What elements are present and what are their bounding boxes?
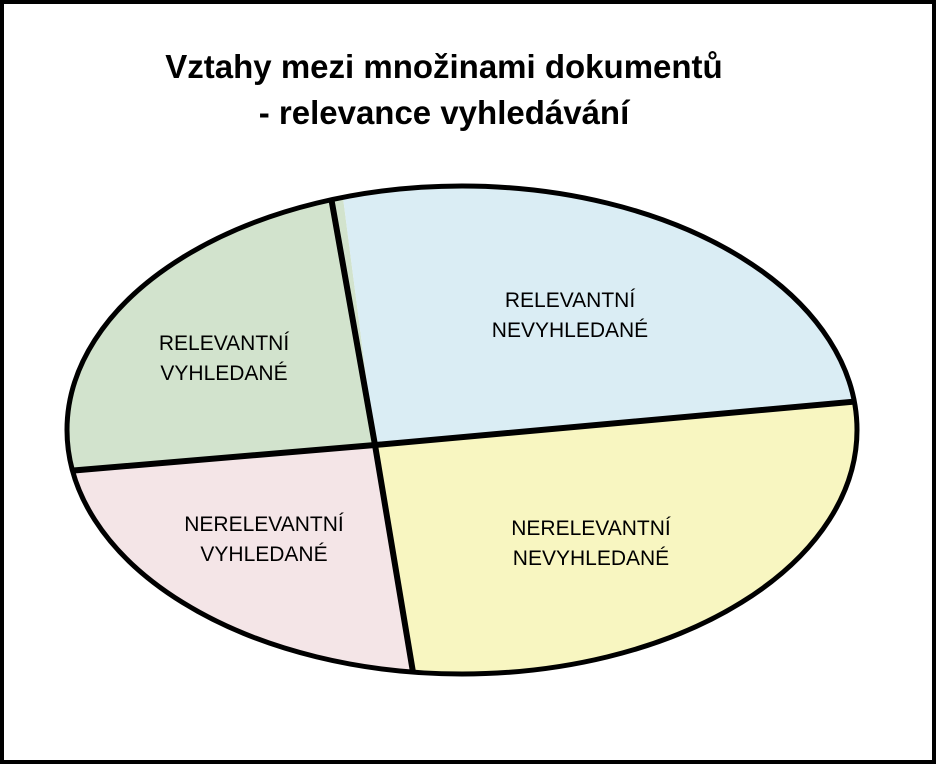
label-nonrelevant-not-retrieved-1: NERELEVANTNÍ bbox=[511, 517, 671, 540]
region-relevant-not-retrieved bbox=[318, 186, 857, 445]
label-relevant-not-retrieved-1: RELEVANTNÍ bbox=[505, 289, 635, 312]
label-relevant-retrieved-2: VYHLEDANÉ bbox=[160, 362, 287, 385]
set-diagram: RELEVANTNÍ VYHLEDANÉ RELEVANTNÍ NEVYHLED… bbox=[64, 183, 860, 677]
title-line-2: - relevance vyhledávání bbox=[258, 94, 630, 131]
region-relevant-retrieved bbox=[67, 186, 375, 477]
label-nonrelevant-retrieved-1: NERELEVANTNÍ bbox=[184, 513, 344, 536]
label-relevant-not-retrieved-2: NEVYHLEDANÉ bbox=[492, 319, 648, 342]
diagram-title: Vztahy mezi množinami dokumentů - releva… bbox=[4, 44, 884, 136]
label-nonrelevant-not-retrieved-2: NEVYHLEDANÉ bbox=[513, 547, 669, 570]
universe-ellipse bbox=[64, 183, 860, 677]
region-nonrelevant-not-retrieved bbox=[375, 394, 857, 674]
divider-horizontal bbox=[67, 395, 857, 476]
title-line-1: Vztahy mezi množinami dokumentů bbox=[165, 48, 723, 85]
label-nonrelevant-retrieved-2: VYHLEDANÉ bbox=[200, 543, 327, 566]
label-relevant-retrieved-1: RELEVANTNÍ bbox=[159, 332, 289, 355]
region-nonrelevant-retrieved bbox=[67, 445, 425, 674]
